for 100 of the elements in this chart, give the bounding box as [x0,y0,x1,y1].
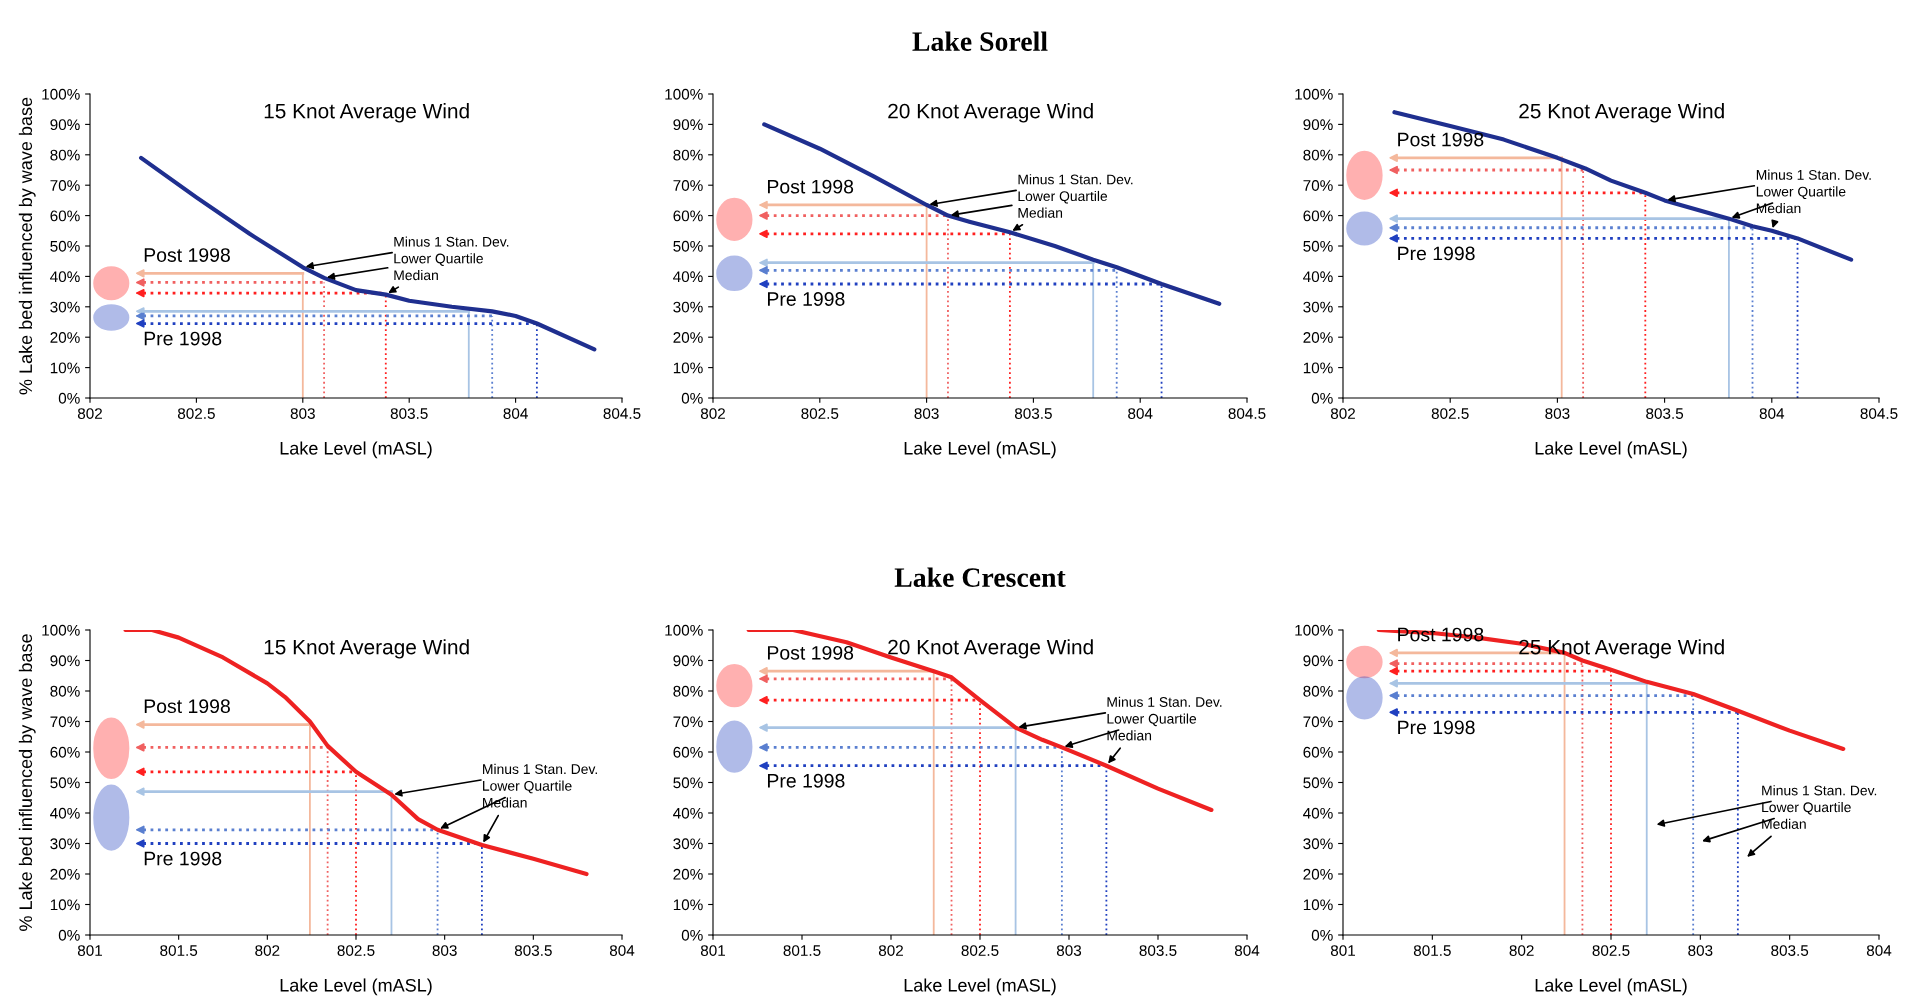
x-tick-label: 804.5 [1860,408,1898,419]
y-tick-label: 70% [673,180,703,191]
y-tick-label: 50% [673,777,703,789]
y-tick-label: 60% [673,746,703,758]
x-tick-label: 803 [1545,408,1570,419]
annotation: Minus 1 Stan. Dev. [1018,174,1133,185]
x-tick-label: 804 [1128,408,1153,419]
annotation: Post 1998 [144,248,230,262]
x-tick-label: 804 [503,408,528,419]
chart-title: 15 Knot Average Wind [264,639,469,659]
x-tick-label: 803.5 [390,408,428,419]
y-tick-label: 0% [681,929,703,941]
y-tick-label: 40% [50,271,80,283]
x-tick-label: 803 [290,408,315,419]
y-tick-label: 70% [673,716,703,728]
x-tick-label: 801.5 [1413,945,1451,956]
y-tick-label: 30% [1303,838,1333,850]
y-tick-label: 0% [1311,392,1333,404]
x-tick-label: 804.5 [603,408,641,419]
y-tick-label: 60% [50,746,80,758]
chart-subtitle: Lake Sorell [912,31,1048,51]
y-tick-label: 90% [1303,655,1333,667]
x-tick-label: 802.5 [177,408,215,419]
chart-title: 20 Knot Average Wind [888,639,1093,659]
chart-title: 25 Knot Average Wind [1519,103,1724,123]
annotation: Median [1107,730,1152,741]
y-tick-label: 60% [1303,210,1333,222]
y-tick-label: 80% [50,149,80,161]
chart-subtitle: Lake Crescent [894,567,1066,587]
x-tick-label: 803.5 [1771,945,1809,956]
y-tick-label: 90% [673,655,703,667]
y-tick-label: 20% [1303,868,1333,880]
y-tick-label: 40% [673,807,703,819]
y-tick-label: 80% [673,685,703,697]
x-tick-label: 804 [1234,945,1260,956]
annotation: Median [1756,203,1801,214]
y-tick-label: 20% [673,332,703,343]
y-tick-label: 20% [673,868,703,880]
chart-title: 20 Knot Average Wind [888,103,1093,123]
y-tick-label: 60% [50,210,80,222]
x-tick-label: 802.5 [801,408,839,419]
x-tick-label: 803 [432,945,457,956]
y-tick-label: 10% [50,362,80,374]
x-tick-label: 802 [878,945,903,956]
y-tick-label: 30% [50,301,80,313]
annotation: Lower Quartile [1107,713,1197,727]
y-tick-label: 100% [42,88,80,100]
annotation: Pre 1998 [1398,720,1475,735]
annotation: Post 1998 [144,699,230,714]
annotation: Post 1998 [1398,132,1484,147]
x-tick-label: 803.5 [1139,945,1177,956]
x-tick-label: 802 [1509,945,1534,956]
y-tick-label: 30% [1303,301,1333,313]
y-tick-label: 10% [673,362,703,374]
annotation: Pre 1998 [767,773,845,788]
y-tick-label: 100% [1295,624,1333,636]
y-tick-label: 10% [1303,362,1333,374]
y-tick-label: 70% [50,716,80,728]
y-tick-label: 80% [50,685,80,697]
x-tick-label: 802 [255,945,280,956]
x-tick-label: 802 [700,408,725,419]
x-tick-label: 801.5 [783,945,821,956]
y-tick-label: 100% [42,624,80,636]
y-tick-label: 90% [50,655,80,667]
x-tick-label: 801 [77,945,102,956]
y-tick-label: 50% [50,777,80,789]
x-tick-label: 802.5 [961,945,999,956]
y-axis-title: % Lake bed influenced by wave base [18,97,36,395]
y-tick-label: 10% [1303,899,1333,911]
x-tick-label: 803 [1056,945,1082,956]
y-tick-label: 10% [673,899,703,911]
y-axis-title: % Lake bed influenced by wave base [18,634,36,931]
x-tick-label: 802 [77,408,102,419]
y-tick-label: 50% [50,240,80,252]
annotation: Minus 1 Stan. Dev. [394,236,509,247]
x-tick-label: 802.5 [1431,408,1469,419]
y-tick-label: 90% [1303,119,1333,131]
y-tick-label: 20% [50,868,80,880]
x-tick-label: 802.5 [337,945,375,956]
annotation: Median [1762,818,1806,829]
x-tick-label: 804 [609,945,635,956]
x-tick-label: 803.5 [1646,408,1684,419]
x-tick-label: 801.5 [160,945,198,956]
annotation: Lower Quartile [1018,190,1108,204]
y-tick-label: 0% [1311,929,1333,941]
annotation: Minus 1 Stan. Dev. [483,763,597,775]
x-tick-label: 803 [914,408,939,419]
y-tick-label: 40% [673,271,703,283]
x-axis-title: Lake Level (mASL) [904,978,1056,996]
x-axis-title: Lake Level (mASL) [280,441,432,459]
y-tick-label: 70% [50,180,80,191]
y-tick-label: 50% [673,240,703,252]
annotation: Minus 1 Stan. Dev. [1107,696,1222,707]
x-tick-label: 803 [1688,945,1713,956]
annotation: Median [1018,207,1063,218]
y-tick-label: 60% [673,210,703,222]
y-tick-label: 80% [1303,149,1333,161]
y-tick-label: 60% [1303,746,1333,758]
annotation: Minus 1 Stan. Dev. [1762,785,1877,796]
x-tick-label: 802.5 [1592,945,1630,956]
